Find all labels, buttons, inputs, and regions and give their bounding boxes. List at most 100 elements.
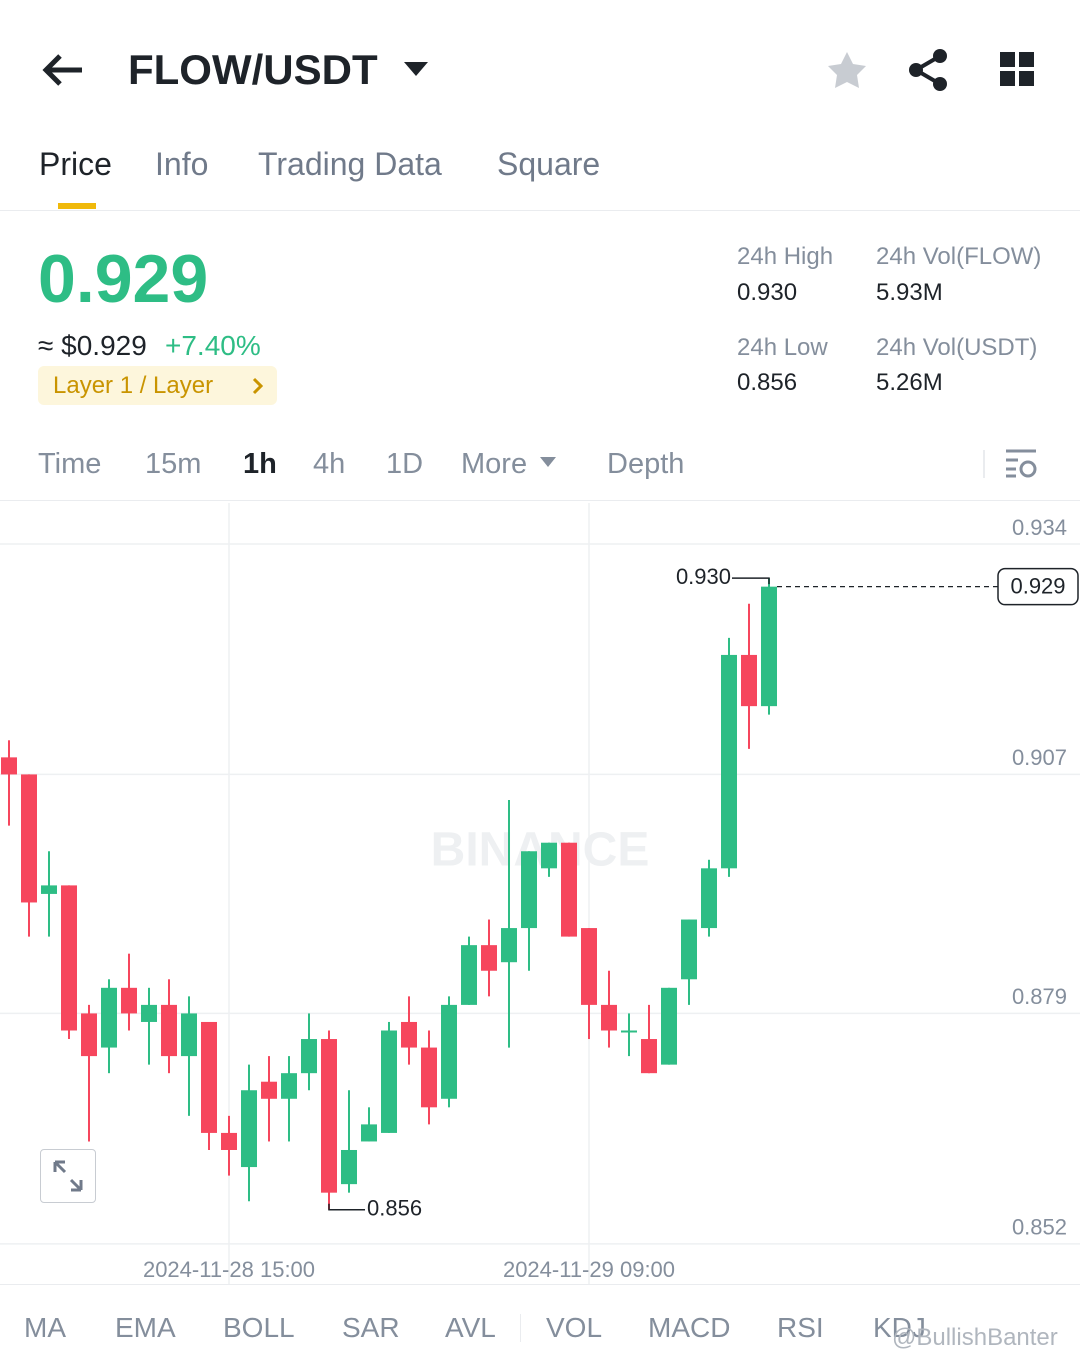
stat-value: 0.856 bbox=[737, 369, 798, 396]
stat-label: 24h Low bbox=[737, 334, 828, 361]
candle-body bbox=[241, 1090, 257, 1168]
interval[interactable]: Time bbox=[38, 448, 102, 480]
tab[interactable]: Price bbox=[39, 146, 112, 182]
watermark: BINANCE bbox=[431, 824, 650, 877]
interval[interactable]: Depth bbox=[607, 448, 685, 480]
pair-title[interactable]: FLOW/USDT bbox=[128, 46, 378, 93]
interval[interactable]: 1D bbox=[386, 448, 424, 480]
grid-icon[interactable] bbox=[1000, 52, 1036, 88]
high-marker-line bbox=[732, 577, 770, 585]
dropdown-icon bbox=[540, 457, 556, 467]
candle-body bbox=[521, 851, 537, 929]
tab[interactable]: Info bbox=[155, 146, 209, 182]
stat-value: 0.930 bbox=[737, 279, 798, 306]
stat-label: 24h Vol(USDT) bbox=[876, 334, 1038, 361]
divider bbox=[983, 450, 985, 478]
candle-body bbox=[481, 945, 497, 971]
dropdown-icon[interactable] bbox=[402, 60, 430, 80]
back-icon[interactable] bbox=[40, 50, 86, 90]
candle-body bbox=[341, 1149, 357, 1185]
indicator[interactable]: EMA bbox=[115, 1312, 176, 1343]
indicator[interactable]: AVL bbox=[445, 1312, 496, 1343]
candle-body bbox=[21, 774, 37, 903]
tag-bg[interactable] bbox=[38, 366, 277, 405]
candle-body bbox=[561, 842, 577, 937]
last-price-box bbox=[997, 567, 1079, 606]
stat-value: 5.26M bbox=[876, 369, 943, 396]
candle-body bbox=[601, 1004, 617, 1031]
candle-body bbox=[661, 987, 677, 1065]
candle-body bbox=[201, 1021, 217, 1133]
indicator[interactable]: VOL bbox=[546, 1312, 603, 1343]
candle-body bbox=[281, 1073, 297, 1099]
candle-body bbox=[261, 1081, 277, 1099]
expand-button[interactable] bbox=[40, 1149, 96, 1203]
credit: @BullishBanter bbox=[892, 1324, 1058, 1351]
settings-icon[interactable] bbox=[1004, 448, 1038, 478]
candle-body bbox=[221, 1132, 237, 1150]
divider bbox=[0, 500, 1080, 501]
indicator[interactable]: MACD bbox=[648, 1312, 731, 1343]
candle-body bbox=[181, 1013, 197, 1057]
candle-body bbox=[401, 1021, 417, 1048]
candle-body bbox=[641, 1039, 657, 1074]
divider bbox=[0, 210, 1080, 211]
interval[interactable]: More bbox=[461, 448, 528, 480]
candle-body bbox=[121, 987, 137, 1014]
candle-body bbox=[541, 842, 557, 869]
candle-body bbox=[41, 885, 57, 894]
candle-body bbox=[441, 1004, 457, 1099]
interval[interactable]: 4h bbox=[313, 448, 346, 480]
price-change: +7.40% bbox=[165, 330, 261, 361]
x-tick-label: 2024-11-29 09:00 bbox=[503, 1257, 675, 1282]
candle-body bbox=[421, 1047, 437, 1108]
candle-body bbox=[621, 1030, 637, 1033]
indicator[interactable]: KDJ bbox=[873, 1312, 926, 1343]
share-icon[interactable] bbox=[906, 48, 950, 92]
y-tick-label: 0.852 bbox=[1012, 1215, 1067, 1240]
divider bbox=[520, 1314, 521, 1342]
candle-body bbox=[681, 919, 697, 980]
y-tick-label: 0.907 bbox=[1012, 745, 1067, 770]
y-tick-label: 0.879 bbox=[1012, 984, 1067, 1009]
low-marker-label: 0.856 bbox=[367, 1196, 422, 1221]
candle-body bbox=[161, 1004, 177, 1057]
y-tick-label: 0.934 bbox=[1012, 515, 1067, 540]
last-price-label: 0.929 bbox=[1010, 573, 1065, 598]
candle-body bbox=[301, 1039, 317, 1074]
indicator[interactable]: MA bbox=[24, 1312, 66, 1343]
candle-body bbox=[761, 586, 777, 707]
last-price: 0.929 bbox=[38, 241, 209, 317]
x-tick-label: 2024-11-28 15:00 bbox=[143, 1257, 315, 1282]
candle-body bbox=[81, 1013, 97, 1057]
chevron bbox=[252, 377, 264, 395]
interval[interactable]: 15m bbox=[145, 448, 202, 480]
candle-body bbox=[501, 928, 517, 963]
usd-price: ≈ $0.929 bbox=[38, 330, 147, 361]
star-icon[interactable] bbox=[826, 50, 868, 90]
tag[interactable]: Layer 1 / Layer bbox=[53, 372, 214, 399]
candle-body bbox=[361, 1124, 377, 1142]
candle-body bbox=[461, 945, 477, 1005]
indicator[interactable]: RSI bbox=[777, 1312, 824, 1343]
interval[interactable]: 1h bbox=[243, 448, 277, 480]
indicator[interactable]: SAR bbox=[342, 1312, 400, 1343]
divider bbox=[0, 1284, 1080, 1285]
candle-body bbox=[701, 868, 717, 929]
candle-body bbox=[381, 1030, 397, 1133]
tab[interactable]: Square bbox=[497, 146, 601, 182]
candle-body bbox=[141, 1004, 157, 1022]
stat-value: 5.93M bbox=[876, 279, 943, 306]
candle-body bbox=[721, 654, 737, 869]
low-marker-line bbox=[328, 1203, 365, 1211]
indicator[interactable]: BOLL bbox=[223, 1312, 295, 1343]
candle-body bbox=[581, 928, 597, 1005]
tab[interactable]: Trading Data bbox=[258, 146, 442, 182]
candle-body bbox=[101, 987, 117, 1048]
stat-label: 24h Vol(FLOW) bbox=[876, 243, 1042, 270]
high-marker-label: 0.930 bbox=[676, 564, 731, 589]
candle-body bbox=[61, 885, 77, 1031]
candle-body bbox=[321, 1039, 337, 1193]
